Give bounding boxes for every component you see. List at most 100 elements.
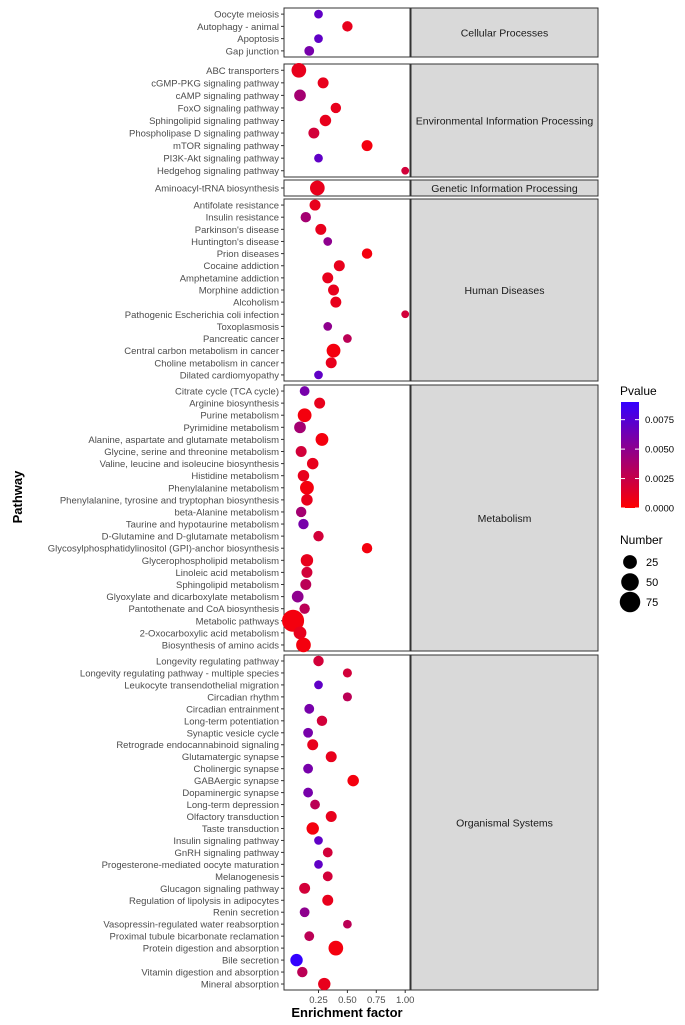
point-vasopressin-regulated-water-reabsorption: [343, 919, 352, 929]
y-tick-label: Amphetamine addiction: [180, 273, 279, 284]
point-central-carbon-metabolism-in-cancer: [326, 343, 341, 358]
panel-environmental-information-processing: Environmental Information Processing ABC …: [129, 62, 599, 178]
y-tick-label: Progesterone-mediated oocyte maturation: [102, 860, 279, 871]
point-gnrh-signaling-pathway: [322, 847, 333, 858]
y-tick-label: Melanogenesis: [215, 872, 279, 883]
panel-strip: [410, 654, 599, 991]
y-tick-label: Prion diseases: [217, 249, 280, 260]
point-glycosylphosphatidylinositol-gpi-anchor-biosynthesis: [361, 543, 373, 554]
y-tick-label: Phenylalanine, tyrosine and tryptophan b…: [60, 495, 279, 506]
point-melanogenesis: [322, 871, 333, 882]
color-legend-tick-label: 0.0075: [645, 415, 674, 426]
point-renin-secretion: [299, 907, 310, 918]
panel-organismal-systems: Organismal Systems Longevity regulating p…: [80, 654, 599, 991]
size-legend-items: 25 50 75: [619, 555, 658, 613]
point-phenylalanine-tyrosine-and-tryptophan-biosynthesis: [301, 494, 313, 506]
point-glyoxylate-and-dicarboxylate-metabolism: [291, 590, 304, 603]
point-olfactory-transduction: [325, 811, 337, 823]
panel-strip-label: Cellular Processes: [461, 28, 549, 40]
point-progesterone-mediated-oocyte-maturation: [314, 860, 323, 869]
point-parkinson-s-disease: [315, 223, 327, 235]
point-longevity-regulating-pathway: [313, 655, 324, 667]
y-tick-label: Central carbon metabolism in cancer: [124, 346, 279, 357]
point-autophagy-animal: [342, 21, 353, 32]
point-huntington-s-disease: [323, 237, 333, 246]
point-alanine-aspartate-and-glutamate-metabolism: [315, 432, 329, 446]
panel-human-diseases: Human Diseases Antifolate resistanceInsul…: [124, 198, 599, 382]
y-tick-label: Linoleic acid metabolism: [176, 568, 280, 579]
point-pancreatic-cancer: [343, 334, 352, 343]
x-tick-label: 0.50: [338, 995, 357, 1006]
y-tick-label: Taurine and hypotaurine metabolism: [126, 520, 279, 531]
size-legend: Number 25 50 75: [619, 533, 663, 613]
y-tick-label: Proximal tubule bicarbonate reclamation: [109, 932, 279, 943]
x-tick-label: 0.75: [367, 995, 386, 1006]
point-linoleic-acid-metabolism: [301, 566, 313, 578]
y-tick-label: Hedgehog signaling pathway: [157, 166, 279, 177]
panel-strip-label: Organismal Systems: [456, 818, 553, 830]
point-biosynthesis-of-amino-acids: [296, 637, 311, 653]
y-tick-label: cAMP signaling pathway: [176, 91, 280, 102]
point-vitamin-digestion-and-absorption: [297, 966, 308, 978]
y-tick-label: cGMP-PKG signaling pathway: [151, 78, 279, 89]
y-tick-label: Longevity regulating pathway: [156, 656, 279, 667]
point-pyrimidine-metabolism: [294, 421, 306, 434]
y-tick-label: Parkinson's disease: [195, 225, 279, 236]
y-tick-label: Valine, leucine and isoleucine biosynthe…: [100, 459, 280, 470]
point-gabaergic-synapse: [347, 774, 359, 787]
point-leukocyte-transendothelial-migration: [314, 680, 323, 690]
point-citrate-cycle-tca-cycle: [299, 386, 310, 396]
y-tick-label: Glycerophospholipid metabolism: [142, 556, 279, 567]
y-tick-label: GABAergic synapse: [194, 776, 279, 787]
point-cgmp-pkg-signaling-pathway: [317, 77, 329, 89]
panels-layer: Cellular Processes Oocyte meiosisAutophag…: [48, 7, 599, 991]
point-bile-secretion: [290, 953, 303, 967]
y-tick-label: Insulin signaling pathway: [173, 836, 279, 847]
point-dopaminergic-synapse: [303, 787, 313, 798]
point-alcoholism: [330, 296, 342, 308]
y-tick-label: Citrate cycle (TCA cycle): [175, 387, 279, 398]
panel-plot-area: [283, 7, 411, 58]
size-legend-label: 25: [646, 557, 658, 569]
point-purine-metabolism: [297, 408, 312, 423]
point-gap-junction: [304, 45, 315, 56]
point-regulation-of-lipolysis-in-adipocytes: [322, 894, 334, 906]
y-tick-label: Vitamin digestion and absorption: [141, 968, 279, 979]
y-tick-label: Leukocyte transendothelial migration: [124, 680, 279, 691]
color-legend-ticks: 0.0000 0.0025 0.0050 0.0075: [621, 415, 674, 515]
y-tick-label: Alanine, aspartate and glutamate metabol…: [88, 435, 279, 446]
y-tick-label: Protein digestion and absorption: [143, 944, 279, 955]
y-tick-label: Purine metabolism: [200, 411, 279, 422]
y-tick-label: 2-Oxocarboxylic acid metabolism: [140, 628, 279, 639]
y-tick-label: Renin secretion: [213, 908, 279, 919]
y-tick-label: FoxO signaling pathway: [178, 103, 280, 114]
point-cocaine-addiction: [333, 260, 345, 272]
y-tick-label: Longevity regulating pathway - multiple …: [80, 668, 279, 679]
size-legend-label: 75: [646, 597, 658, 609]
point-antifolate-resistance: [309, 199, 321, 211]
point-phospholipase-d-signaling-pathway: [308, 127, 320, 139]
y-tick-label: Antifolate resistance: [193, 201, 279, 212]
point-long-term-depression: [310, 799, 320, 810]
point-protein-digestion-and-absorption: [328, 940, 344, 956]
y-tick-label: Choline metabolism in cancer: [154, 358, 279, 369]
y-tick-label: Histidine metabolism: [191, 471, 279, 482]
point-insulin-signaling-pathway: [314, 836, 323, 845]
y-tick-label: Glyoxylate and dicarboxylate metabolism: [106, 592, 279, 603]
y-axis-title: Pathway: [10, 470, 25, 524]
y-tick-label: Apoptosis: [237, 34, 279, 45]
y-tick-label: Pancreatic cancer: [203, 334, 279, 345]
panel-plot-area: [283, 179, 411, 197]
size-legend-title: Number: [620, 533, 663, 547]
point-sphingolipid-signaling-pathway: [319, 114, 332, 127]
size-legend-circle: [621, 573, 639, 591]
y-tick-label: Phenylalanine metabolism: [168, 483, 279, 494]
y-tick-label: Mineral absorption: [201, 980, 279, 991]
x-tick-label: 1.00: [396, 995, 415, 1006]
point-circadian-entrainment: [304, 703, 315, 714]
point-arginine-biosynthesis: [314, 397, 326, 409]
point-taste-transduction: [306, 822, 319, 835]
panel-strip: [410, 179, 599, 197]
y-tick-label: Retrograde endocannabinoid signaling: [116, 740, 279, 751]
